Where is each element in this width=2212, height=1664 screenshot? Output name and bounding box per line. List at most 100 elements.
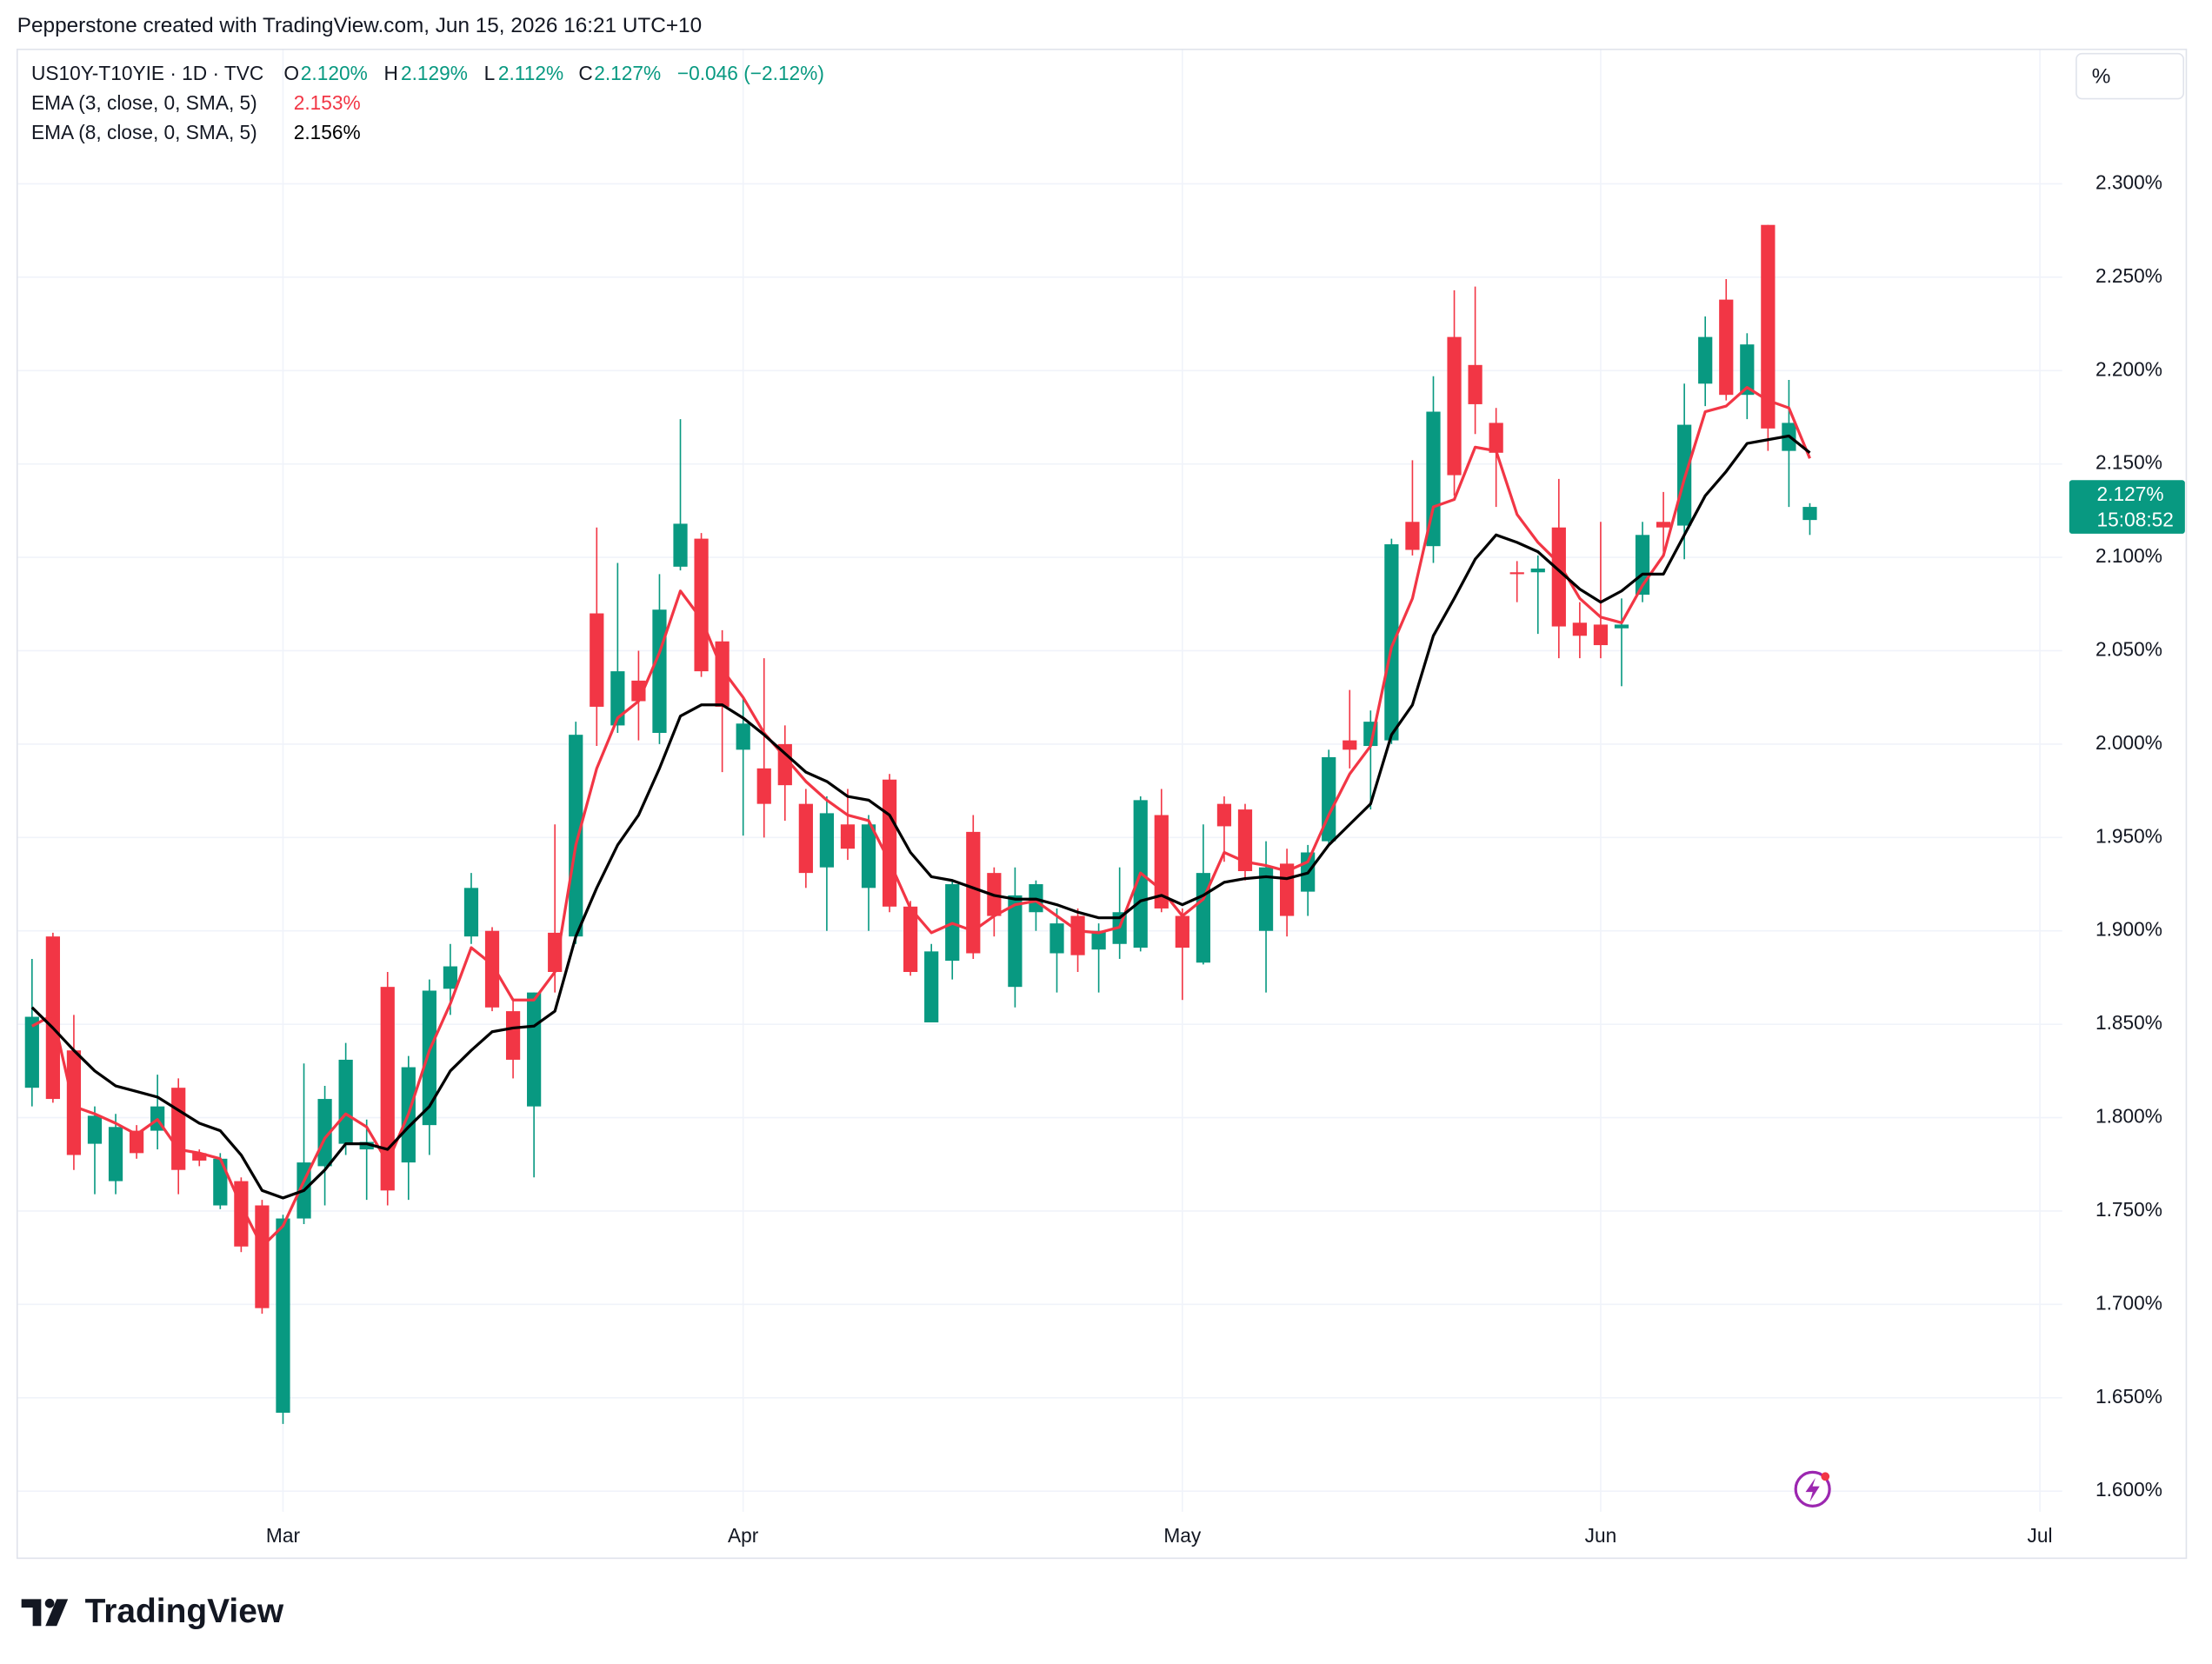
y-tick-label: 1.700% — [2095, 1291, 2162, 1314]
legend-key: H — [384, 62, 398, 84]
candle-body — [1593, 624, 1609, 646]
candle-body — [673, 523, 688, 567]
candle-body — [1447, 336, 1462, 476]
candle-body — [255, 1205, 270, 1308]
candle-body — [359, 1142, 374, 1150]
x-tick-label: Jul — [2028, 1524, 2053, 1547]
candle-body — [1761, 224, 1776, 429]
plot-area — [24, 224, 1817, 1424]
series-name: EMA (3, close, 0, SMA, 5) — [31, 91, 257, 114]
y-tick-label: 2.150% — [2095, 451, 2162, 474]
candle-body — [610, 671, 625, 726]
legend-value: 2.127% — [594, 62, 661, 84]
candle-body — [694, 538, 709, 672]
candle-body — [422, 990, 436, 1126]
candle-body — [1049, 923, 1064, 954]
candle-body — [1070, 915, 1085, 955]
y-tick-label: 1.800% — [2095, 1105, 2162, 1128]
candle-body — [443, 966, 458, 989]
legend-key: O — [283, 62, 299, 84]
price-marker — [2069, 480, 2185, 534]
candle-body — [1343, 740, 1357, 750]
candle-body — [861, 824, 876, 889]
candle-body — [569, 735, 583, 937]
unit-button[interactable] — [2075, 52, 2185, 100]
candle-body — [1008, 895, 1023, 988]
legend-value: 2.120% — [301, 62, 368, 84]
candle-body — [338, 1059, 353, 1144]
candle-body — [882, 779, 897, 907]
candle-body — [171, 1088, 186, 1170]
candle-body — [1175, 915, 1189, 948]
ema-line — [30, 434, 1811, 1200]
candle-body — [1091, 930, 1106, 950]
logo-mark — [45, 1599, 69, 1627]
candle-body — [1509, 572, 1524, 575]
icon-dot[interactable] — [1821, 1472, 1830, 1481]
candle-body — [192, 1153, 207, 1161]
y-tick-label: 2.250% — [2095, 264, 2162, 287]
logo-mark — [44, 1598, 55, 1608]
x-tick-label: May — [1163, 1524, 1202, 1547]
y-tick-label: 1.950% — [2095, 824, 2162, 847]
candle-body — [590, 613, 604, 707]
icon-bolt[interactable] — [1805, 1477, 1820, 1502]
y-tick-label: 1.900% — [2095, 918, 2162, 941]
candle-body — [1551, 527, 1566, 627]
candle-body — [527, 992, 542, 1107]
candle-body — [1154, 815, 1169, 909]
candle-body — [840, 824, 856, 849]
series-last-value: 2.153% — [294, 91, 361, 114]
candle-body — [1384, 544, 1399, 741]
candle-body — [505, 1011, 521, 1060]
candle-body — [1216, 803, 1232, 827]
candle-body — [1719, 299, 1734, 396]
y-tick-label: 2.050% — [2095, 637, 2162, 660]
candle-body — [1405, 522, 1420, 550]
y-tick-label: 1.600% — [2095, 1478, 2162, 1501]
candle-body — [1426, 411, 1441, 547]
candle-body — [1468, 364, 1482, 404]
candle-body — [1802, 507, 1817, 521]
ema-line — [31, 385, 1811, 1248]
candle-body — [380, 987, 395, 1191]
legend-change: −0.046 (−2.12%) — [677, 62, 824, 84]
candle-body — [484, 930, 500, 1008]
candle-body — [1196, 873, 1210, 963]
series-name: EMA (8, close, 0, SMA, 5) — [31, 121, 257, 143]
candle-body — [1698, 336, 1713, 384]
y-tick-label: 1.750% — [2095, 1198, 2162, 1221]
y-tick-label: 2.000% — [2095, 731, 2162, 754]
candle-body — [463, 888, 479, 937]
candle-body — [652, 609, 667, 734]
price-marker-countdown: 15:08:52 — [2097, 508, 2174, 530]
y-tick-label: 2.100% — [2095, 544, 2162, 567]
legend: US10Y-T10YIE · 1D · TVC O 2.120% H 2.129… — [31, 62, 824, 143]
candle-body — [108, 1127, 123, 1181]
candle-body — [1258, 867, 1274, 931]
candle-body — [798, 803, 813, 874]
brand-name: TradingView — [85, 1593, 284, 1630]
legend-key: C — [578, 62, 592, 84]
candle-body — [276, 1218, 290, 1413]
chart-frame — [16, 48, 2188, 1560]
candle-body — [1237, 809, 1253, 871]
candle-body — [1614, 624, 1629, 629]
axes: 1.600% 1.650% 1.700% 1.750% 1.800% 1.850% 1.90… — [266, 170, 2185, 1547]
legend-value: 2.129% — [401, 62, 468, 84]
candle-body — [903, 906, 918, 972]
candle-body — [1740, 344, 1755, 396]
unit-label[interactable]: % — [2092, 65, 2111, 89]
y-tick-label: 2.200% — [2095, 357, 2162, 380]
alert-icon[interactable] — [1794, 1470, 1831, 1508]
symbol: US10Y-T10YIE · 1D · TVC — [31, 62, 263, 84]
candle-body — [1656, 522, 1671, 528]
x-tick-label: Jun — [1585, 1524, 1617, 1547]
candle-body — [1489, 423, 1503, 453]
y-tick-label: 1.850% — [2095, 1011, 2162, 1034]
candle-body — [756, 768, 771, 804]
candle-body — [317, 1099, 332, 1167]
candle-body — [966, 831, 981, 954]
logo-mark — [21, 1599, 42, 1627]
